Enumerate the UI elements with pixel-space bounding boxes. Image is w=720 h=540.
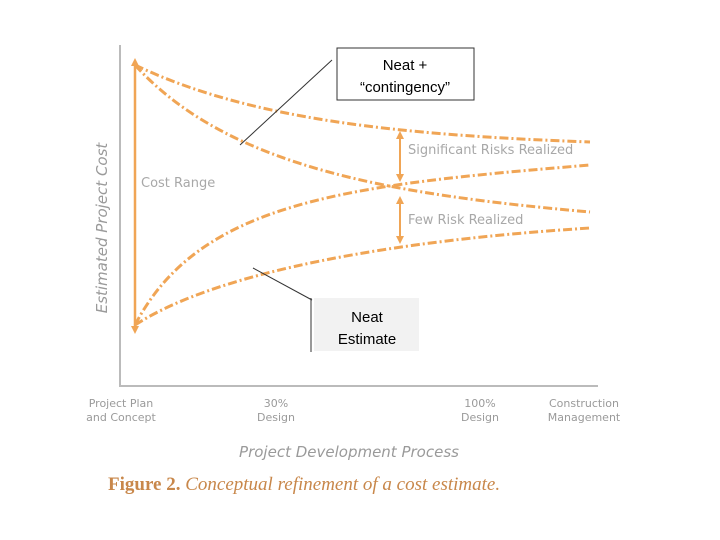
arrows — [131, 58, 404, 334]
y-axis-label: Estimated Project Cost — [93, 142, 111, 314]
callout-box — [336, 47, 475, 101]
x-label: and Concept — [86, 411, 156, 424]
caption: Figure 2. Conceptual refinement of a cos… — [108, 474, 500, 495]
x-label: 30% — [264, 397, 288, 410]
x-label: Design — [461, 411, 499, 424]
annotation: Significant Risks Realized — [408, 143, 573, 158]
leaders — [239, 59, 333, 352]
x-label: Project Plan — [89, 397, 154, 410]
x-label: Construction — [549, 397, 619, 410]
annotation: Few Risk Realized — [408, 213, 523, 228]
callout-text: Estimate — [338, 331, 396, 348]
caption-label: Figure 2. — [108, 474, 180, 495]
caption-text: Conceptual refinement of a cost estimate… — [185, 474, 500, 495]
callout-text: “contingency” — [360, 79, 450, 96]
callout-text: Neat + — [383, 57, 428, 74]
callout-text: Neat — [351, 309, 384, 326]
x-label: Design — [257, 411, 295, 424]
x-axis-label: Project Development Process — [239, 443, 459, 461]
x-labels: Project Plan and Concept 30% Design 100%… — [86, 397, 621, 424]
callout-box — [314, 298, 419, 351]
x-label: Management — [548, 411, 621, 424]
x-label: 100% — [464, 397, 495, 410]
axes — [119, 45, 598, 387]
annotation: Cost Range — [141, 176, 215, 191]
curves — [133, 63, 591, 327]
